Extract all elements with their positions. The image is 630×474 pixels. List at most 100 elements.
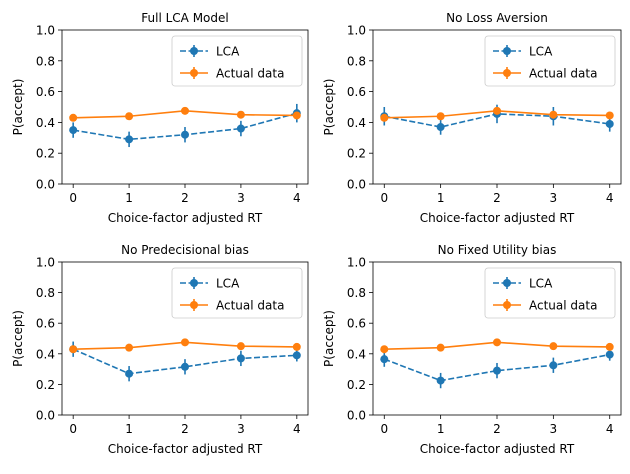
x-tick-label: 4 [293,422,301,436]
chart-title: Full LCA Model [141,11,228,25]
data-point [493,338,501,347]
plot-frame [372,261,622,416]
x-axis-label: Choice-factor adjusted RT [420,442,575,456]
legend-label: LCA [216,45,240,59]
x-tick-label: 0 [69,191,77,205]
y-tick-label: 0.0 [347,409,366,423]
x-tick-label: 1 [125,191,133,205]
x-tick-label: 4 [606,191,614,205]
data-point [236,124,245,133]
legend-item: Actual data [180,67,284,81]
data-point [181,338,189,347]
chart-panel-4: No Fixed Utility bias 0.0 0.2 0.4 0.6 0.8 1.0 0… [322,243,622,456]
y-axis-label: P(accept) [322,310,336,367]
y-tick-label: 0.4 [347,116,366,130]
y-tick-label: 1.0 [347,24,366,38]
x-tick-label: 2 [181,191,189,205]
plot-frame [372,29,622,185]
legend-marker [190,301,198,309]
legend-marker [503,279,511,287]
legend-item: LCA [493,45,553,59]
data-point [181,130,189,139]
data-point [292,342,301,351]
y-tick-label: 0.0 [36,409,55,423]
legend-item: Actual data [180,299,284,313]
y-tick-label: 0.2 [347,147,366,161]
legend-item: LCA [180,277,240,291]
data-point [493,366,501,375]
chart-panel-2: No Loss Aversion 0.0 0.2 0.4 0.6 0.8 1.0 0 1 2 3 4 C… [322,11,622,225]
data-point [380,355,389,364]
chart-panel-1: Full LCA Model 0.0 0.2 0.4 0.6 0.8 1.0 0 1 2 3 4 Cho… [11,11,309,225]
y-tick-label: 1.0 [36,256,55,270]
data-point [69,113,78,122]
y-axis-label: P(accept) [11,310,25,367]
legend-marker [190,69,198,77]
data-point [292,351,301,360]
legend-label: LCA [529,45,553,59]
data-point [436,123,445,132]
y-tick-label: 0.4 [36,347,55,361]
x-tick-label: 2 [493,422,501,436]
data-point [380,345,389,354]
y-tick-label: 0.2 [36,378,55,392]
series-line [72,348,297,375]
y-tick-label: 0.8 [36,286,55,300]
data-point [125,135,134,144]
data-point [436,343,445,352]
series-actual-data [380,338,614,354]
legend-item: LCA [493,277,553,291]
data-point [605,111,614,120]
series-lca [380,348,614,389]
data-point [380,113,389,122]
chart-title: No Fixed Utility bias [438,243,557,257]
legend-item: Actual data [493,299,597,313]
y-tick-label: 1.0 [347,256,366,270]
legend-item: Actual data [493,67,597,81]
x-tick-label: 3 [550,191,558,205]
y-tick-label: 0.6 [36,85,55,99]
x-tick-label: 0 [380,422,388,436]
data-point [69,345,78,354]
y-tick-label: 0.6 [36,317,55,331]
y-tick-label: 0.8 [36,54,55,68]
series-actual-data [69,338,301,354]
chart-panel-3: No Predecisional bias 0.0 0.2 0.4 0.6 0.8 1.0 0… [11,243,309,456]
x-tick-label: 4 [606,422,614,436]
series-lca [69,103,301,148]
x-tick-label: 3 [237,422,245,436]
data-point [292,111,301,120]
data-point [125,369,134,378]
data-point [436,376,445,385]
legend: LCA Actual data [171,35,303,87]
legend-marker [190,47,198,55]
data-point [236,110,245,119]
data-point [436,112,445,121]
data-point [549,361,558,370]
series-actual-data [69,106,301,122]
x-axis-label: Choice-factor adjusted RT [420,211,575,225]
x-tick-label: 4 [293,191,301,205]
data-point [181,106,189,115]
y-tick-label: 0.0 [36,178,55,192]
y-tick-label: 0.2 [347,378,366,392]
plot-frame [61,29,309,185]
y-tick-label: 1.0 [36,24,55,38]
legend: LCA Actual data [484,35,616,87]
legend-label: Actual data [216,67,284,81]
legend-label: Actual data [216,299,284,313]
plot-frame [61,261,309,416]
x-tick-label: 0 [69,422,77,436]
data-point [236,342,245,351]
x-tick-label: 1 [125,422,133,436]
data-point [125,112,134,121]
data-point [605,350,614,359]
y-tick-label: 0.0 [347,178,366,192]
y-tick-label: 0.4 [36,116,55,130]
series-actual-data [380,106,614,122]
y-axis-label: P(accept) [322,79,336,136]
data-point [69,126,78,135]
x-axis-label: Choice-factor adjusted RT [108,442,263,456]
y-tick-label: 0.2 [36,147,55,161]
